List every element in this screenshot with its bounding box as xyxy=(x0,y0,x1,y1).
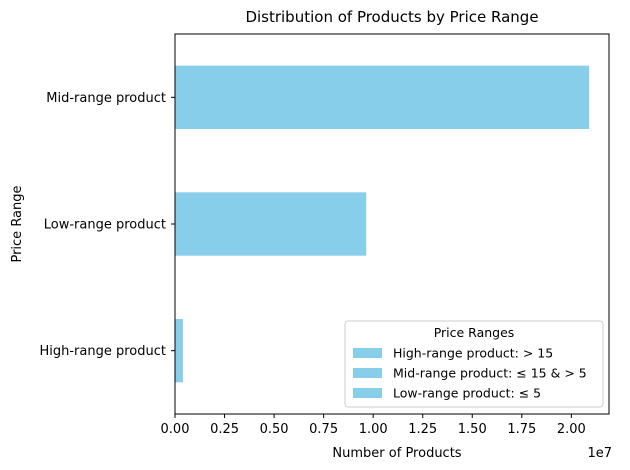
y-tick-label: Mid-range product xyxy=(46,91,166,106)
y-axis-label: Price Range xyxy=(10,185,25,262)
x-tick-label: 1.00 xyxy=(359,422,388,437)
x-tick-label: 0.75 xyxy=(309,422,338,437)
x-tick-label: 0.50 xyxy=(260,422,289,437)
y-axis-ticks: High-range product Low-range product Mid-r… xyxy=(39,91,175,359)
legend-box xyxy=(344,320,604,408)
legend-swatch xyxy=(353,388,382,398)
bar-low-range-product xyxy=(175,192,367,256)
x-tick-label: 1.25 xyxy=(408,422,437,437)
chart-title: Distribution of Products by Price Range xyxy=(245,8,538,26)
legend-entry-label: Low-range product: ≤ 5 xyxy=(393,386,541,401)
legend-swatch xyxy=(353,368,382,378)
legend-title: Price Ranges xyxy=(434,325,515,340)
legend: Price Ranges High-range product: > 15 Mid… xyxy=(344,320,604,408)
x-tick-label: 2.00 xyxy=(557,422,586,437)
y-tick-label: Low-range product xyxy=(44,218,166,233)
y-tick-label: High-range product xyxy=(39,344,166,359)
bar-high-range-product xyxy=(175,319,183,383)
legend-swatch xyxy=(353,348,382,358)
x-tick-label: 0.00 xyxy=(161,422,190,437)
x-tick-label: 1.75 xyxy=(507,422,536,437)
x-axis-ticks: 0.00 0.25 0.50 0.75 1.00 1.25 1.50 1.75 2.00 xyxy=(161,414,586,437)
x-axis-scale-label: 1e7 xyxy=(587,446,612,461)
x-tick-label: 0.25 xyxy=(210,422,239,437)
bars-layer xyxy=(175,65,590,383)
x-axis-label: Number of Products xyxy=(332,446,461,461)
x-tick-label: 1.50 xyxy=(458,422,487,437)
legend-entry-label: High-range product: > 15 xyxy=(393,346,553,361)
legend-entries: High-range product: > 15 Mid-range produc… xyxy=(353,346,587,401)
legend-entry-label: Mid-range product: ≤ 15 & > 5 xyxy=(393,366,587,381)
bar-mid-range-product xyxy=(175,65,590,129)
